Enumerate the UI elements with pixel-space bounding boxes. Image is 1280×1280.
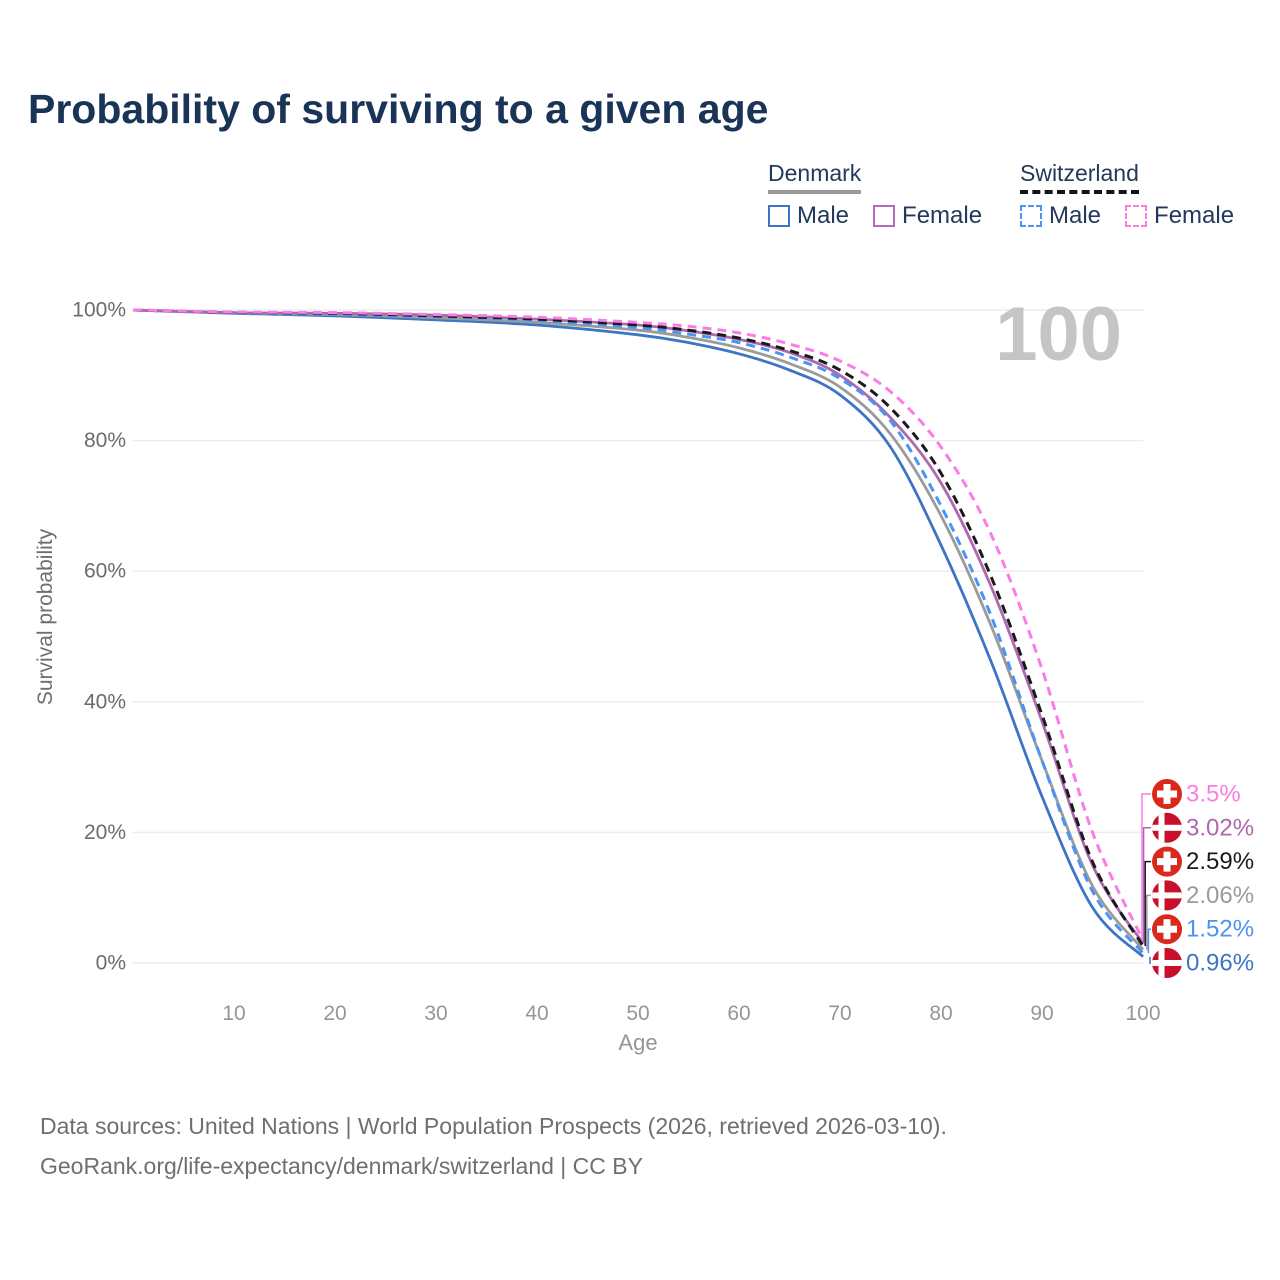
legend-item-denmark-female[interactable]: Female xyxy=(873,202,982,230)
curve-denmark-both-sexes xyxy=(132,308,1145,951)
legend-swatch-female xyxy=(1125,205,1148,227)
end-connector-denmark-both-sexes xyxy=(1146,894,1151,950)
legend-item-label: Female xyxy=(902,202,983,229)
legend-group-switzerland: Switzerland Male Female xyxy=(1020,160,1258,230)
end-value-label-switzerland-both-sexes: 2.59% xyxy=(1186,848,1254,875)
legend-item-label: Female xyxy=(1154,202,1235,229)
y-tick-label-100: 100% xyxy=(72,299,126,322)
x-tick-label-90: 90 xyxy=(1030,1002,1053,1025)
page-title: Probability of surviving to a given age xyxy=(28,86,769,132)
curve-switzerland-female xyxy=(132,308,1145,941)
curve-denmark-male xyxy=(132,308,1144,958)
legend-header-denmark: Denmark xyxy=(768,160,862,194)
y-tick-label-20: 20% xyxy=(84,821,126,844)
denmark-flag-icon xyxy=(1152,880,1182,911)
end-connector-denmark-female xyxy=(1142,827,1151,944)
footer: Data sources: United Nations | World Pop… xyxy=(40,1106,947,1186)
legend-item-label: Male xyxy=(797,202,850,229)
end-value-label-denmark-both-sexes: 2.06% xyxy=(1186,882,1254,909)
legend-swatch-male xyxy=(1020,205,1042,227)
legend-item-switzerland-female[interactable]: Female xyxy=(1125,202,1234,230)
denmark-flag-icon xyxy=(1152,948,1182,978)
y-tick-label-40: 40% xyxy=(84,690,126,713)
footer-attribution: GeoRank.org/life-expectancy/denmark/swit… xyxy=(40,1153,643,1179)
curve-switzerland-male xyxy=(132,308,1145,955)
x-tick-label-30: 30 xyxy=(424,1002,447,1025)
legend-item-switzerland-male[interactable]: Male xyxy=(1020,202,1101,230)
watermark-age-100: 100 xyxy=(995,292,1122,377)
x-axis-title: Age xyxy=(618,1030,657,1055)
x-tick-label-20: 20 xyxy=(323,1002,346,1025)
x-tick-label-40: 40 xyxy=(525,1002,548,1025)
y-tick-label-60: 60% xyxy=(84,560,126,583)
y-tick-label-80: 80% xyxy=(84,429,126,452)
end-value-label-denmark-female: 3.02% xyxy=(1186,814,1254,841)
legend-item-label: Male xyxy=(1049,202,1102,229)
legend-swatch-male xyxy=(768,205,790,227)
end-connector-switzerland-both-sexes xyxy=(1144,860,1151,947)
legend-header-switzerland: Switzerland xyxy=(1020,160,1139,194)
legend-swatch-female xyxy=(873,205,896,227)
x-tick-label-100: 100 xyxy=(1125,1002,1160,1025)
x-tick-label-50: 50 xyxy=(626,1002,649,1025)
x-tick-label-60: 60 xyxy=(727,1002,750,1025)
y-tick-label-0: 0% xyxy=(96,952,126,975)
legend-item-denmark-male[interactable]: Male xyxy=(768,202,849,230)
legend: Denmark Male Female Switzerland Male Female xyxy=(0,160,1280,240)
footer-sources: Data sources: United Nations | World Pop… xyxy=(40,1113,947,1139)
end-connector-denmark-male xyxy=(1149,956,1151,964)
legend-group-denmark: Denmark Male Female xyxy=(768,160,1006,230)
end-connector-switzerland-male xyxy=(1147,928,1151,954)
end-connector-switzerland-female xyxy=(1141,793,1151,941)
switzerland-flag-icon xyxy=(1152,779,1182,809)
end-value-label-switzerland-male: 1.52% xyxy=(1186,916,1254,943)
end-value-label-switzerland-female: 3.5% xyxy=(1186,781,1241,808)
x-tick-label-70: 70 xyxy=(828,1002,851,1025)
x-tick-label-80: 80 xyxy=(929,1002,952,1025)
x-tick-label-10: 10 xyxy=(222,1002,245,1025)
denmark-flag-icon xyxy=(1152,812,1182,843)
switzerland-flag-icon xyxy=(1152,846,1182,877)
switzerland-flag-icon xyxy=(1152,914,1182,945)
end-value-label-denmark-male: 0.96% xyxy=(1186,950,1254,977)
